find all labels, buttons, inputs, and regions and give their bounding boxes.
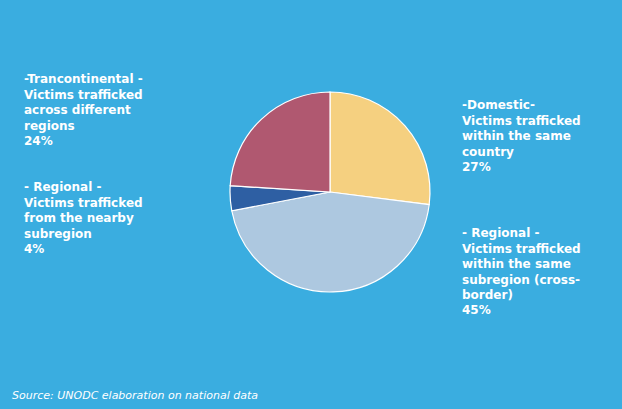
pie bbox=[230, 92, 430, 292]
chart: -Domestic-Victims traffickedwithin the s… bbox=[0, 0, 622, 409]
slice-label: - Regional -Victims trafficked from the n… bbox=[24, 180, 143, 241]
slice-label: - Regional -Victims trafficked within the… bbox=[462, 226, 581, 302]
slice-label-line: border) bbox=[462, 288, 513, 302]
slice-label-line: within the same bbox=[462, 129, 571, 143]
annotation: Source: UNODC elaboration on national da… bbox=[12, 389, 258, 402]
pie-slice bbox=[330, 92, 430, 205]
slice-label: -Domestic-Victims trafficked within the s… bbox=[462, 98, 581, 159]
slice-label-line: from the nearby bbox=[24, 211, 134, 225]
slice-label-line: Victims trafficked bbox=[462, 241, 581, 255]
background bbox=[0, 0, 622, 409]
slice-label-line: -Domestic- bbox=[462, 98, 535, 112]
slice-label-line: within the same bbox=[462, 257, 571, 271]
data-label: 4% bbox=[24, 242, 44, 256]
slice-label-line: -Trancontinental - bbox=[24, 72, 143, 86]
data-label: 45% bbox=[462, 303, 491, 317]
slice-label-line: regions bbox=[24, 118, 75, 132]
slice-label-line: across different bbox=[24, 103, 131, 117]
slice-label-line: Victims trafficked bbox=[462, 113, 581, 127]
slice-label-line: Victims trafficked bbox=[24, 195, 143, 209]
slice-label-line: subregion (cross- bbox=[462, 272, 580, 286]
slice-label-line: subregion bbox=[24, 226, 92, 240]
pie-slice bbox=[230, 92, 330, 192]
labels: -Domestic-Victims traffickedwithin the s… bbox=[24, 72, 581, 318]
slice-label-line: - Regional - bbox=[462, 226, 539, 240]
data-label: 27% bbox=[462, 160, 491, 174]
slice-label: -Trancontinental -Victims trafficked acro… bbox=[24, 72, 143, 133]
pie-slice bbox=[232, 192, 429, 292]
data-label: 24% bbox=[24, 134, 53, 148]
slice-label-line: - Regional - bbox=[24, 180, 101, 194]
slice-label-line: Victims trafficked bbox=[24, 87, 143, 101]
slice-label-line: country bbox=[462, 144, 514, 158]
